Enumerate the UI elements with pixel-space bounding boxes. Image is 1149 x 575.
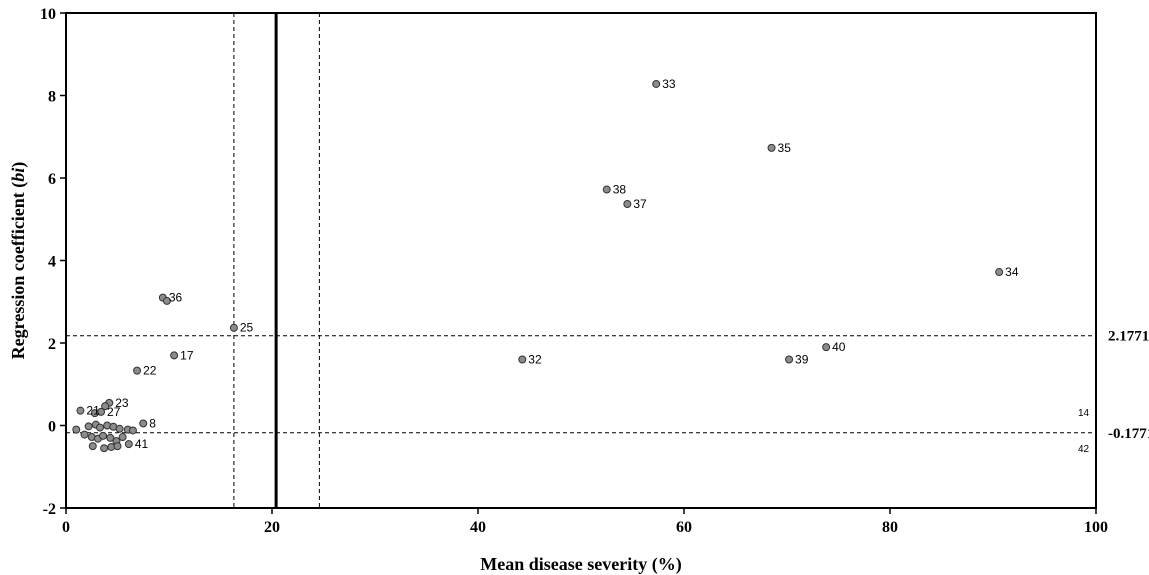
data-point-label: 22 — [143, 364, 157, 378]
x-tick-label: 20 — [264, 519, 280, 536]
data-point — [124, 440, 133, 449]
data-point — [162, 296, 171, 305]
reference-label-0: 2.1771 — [1108, 329, 1149, 345]
x-tick-label: 60 — [676, 519, 692, 536]
edge-label: 42 — [1078, 444, 1090, 455]
data-point — [128, 426, 137, 435]
y-tick-label: 2 — [48, 336, 56, 353]
data-point — [88, 442, 97, 451]
data-point-label: 40 — [832, 340, 846, 354]
data-point — [785, 355, 794, 364]
data-point — [100, 444, 109, 453]
y-tick-label: 0 — [48, 419, 56, 436]
point-labels: 33 35 38 37 34 40 39 32 25 36 17 22 23 21 27 841 14 42 — [86, 77, 1089, 455]
data-point — [139, 419, 148, 428]
y-axis-ticks: -2 0 2 4 6 8 10 — [40, 6, 66, 518]
data-point-label: 34 — [1005, 265, 1019, 279]
reference-lines — [66, 13, 1096, 508]
data-point — [101, 402, 110, 411]
data-point-label: 35 — [778, 141, 792, 155]
data-point — [822, 343, 831, 352]
data-point — [76, 406, 85, 415]
data-point-label: 41 — [135, 437, 149, 451]
y-axis-title-start: Regression coefficient ( — [8, 182, 29, 360]
data-point — [113, 442, 122, 451]
data-point — [170, 351, 179, 360]
x-axis-title: Mean disease severity (%) — [480, 554, 681, 575]
data-point — [106, 433, 115, 442]
data-point — [95, 423, 104, 432]
data-point-label: 33 — [662, 77, 676, 91]
data-point-label: 38 — [613, 183, 627, 197]
data-point-label: 8 — [149, 416, 156, 430]
data-point — [229, 323, 238, 332]
data-point — [995, 268, 1004, 277]
data-point-label: 23 — [115, 396, 129, 410]
data-point — [84, 422, 93, 431]
data-point — [118, 433, 127, 442]
data-point-label: 17 — [180, 348, 194, 362]
data-point-label: 37 — [633, 197, 647, 211]
data-point — [133, 366, 142, 375]
data-point — [90, 409, 99, 418]
data-point-label: 39 — [795, 353, 809, 367]
data-point — [623, 199, 632, 208]
y-axis-title-italic: bi — [8, 168, 28, 182]
x-tick-label: 40 — [470, 519, 486, 536]
x-axis-ticks: 0 20 40 60 80 100 — [62, 508, 1108, 536]
data-point-label: 25 — [240, 321, 254, 335]
data-point — [602, 185, 611, 194]
data-point-label: 27 — [107, 405, 121, 419]
x-tick-label: 0 — [62, 519, 70, 536]
y-tick-label: 8 — [48, 89, 56, 106]
x-tick-label: 80 — [882, 519, 898, 536]
y-tick-label: 10 — [40, 6, 56, 23]
data-point-label: 32 — [528, 353, 542, 367]
y-tick-label: 6 — [48, 171, 56, 188]
y-tick-label: 4 — [48, 254, 56, 271]
data-point — [115, 424, 124, 433]
data-point — [652, 79, 661, 88]
y-axis-title: Regression coefficient (bi) — [8, 162, 29, 360]
data-point — [767, 143, 776, 152]
y-axis-title-end: ) — [8, 162, 29, 168]
data-point — [72, 425, 81, 434]
data-points — [72, 79, 1004, 453]
reference-label-1: -0.1771 — [1108, 426, 1149, 442]
edge-label: 14 — [1078, 408, 1090, 419]
data-point-label: 36 — [169, 291, 183, 305]
data-point — [518, 355, 527, 364]
plot-frame — [65, 12, 1097, 509]
reference-line-labels: 2.1771 -0.1771 — [1108, 329, 1149, 442]
y-tick-label: -2 — [43, 501, 56, 518]
data-point — [80, 430, 89, 439]
data-point-label: 21 — [86, 404, 100, 418]
x-tick-label: 100 — [1084, 519, 1108, 536]
data-point — [99, 431, 108, 440]
